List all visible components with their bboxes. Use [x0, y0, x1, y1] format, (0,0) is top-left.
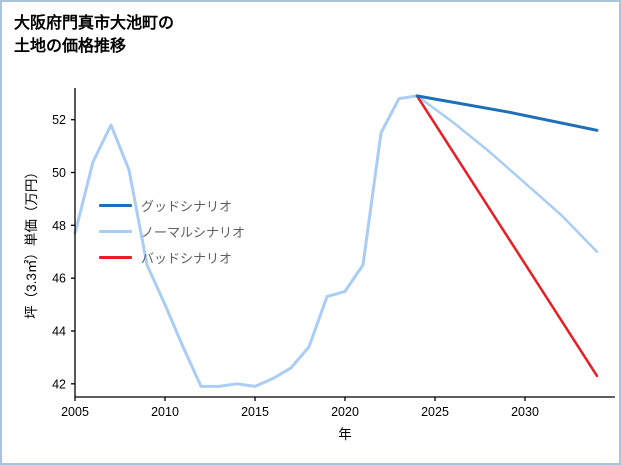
x-tick-label: 2015	[241, 405, 269, 419]
y-axis-label: 坪（3.3㎡）単価（万円）	[24, 165, 39, 319]
legend-swatch-bad	[99, 256, 132, 259]
x-tick-label: 2010	[151, 405, 179, 419]
legend-label-good: グッドシナリオ	[141, 199, 233, 214]
series-line-bad	[415, 94, 599, 378]
legend-label-bad: バッドシナリオ	[141, 251, 233, 266]
x-tick-label: 2030	[511, 405, 539, 419]
x-tick-label: 2020	[331, 405, 359, 419]
legend-label-normal: ノーマルシナリオ	[141, 225, 246, 240]
y-tick-label: 50	[52, 166, 66, 180]
y-tick-label: 44	[52, 324, 66, 338]
y-tick-label: 42	[52, 377, 66, 391]
series-line-good	[415, 94, 599, 132]
chart-title-line1: 大阪府門真市大池町の	[14, 15, 175, 32]
legend-item-bad: バッドシナリオ	[99, 249, 245, 266]
legend-item-normal: ノーマルシナリオ	[99, 223, 245, 240]
series-line-history	[73, 94, 419, 388]
y-tick-label: 52	[52, 113, 66, 127]
y-tick-label: 46	[52, 272, 66, 286]
series-line-normal	[415, 94, 599, 253]
x-axis-label: 年	[338, 427, 352, 442]
x-tick-label: 2005	[61, 405, 89, 419]
x-tick-label: 2025	[421, 405, 449, 419]
y-tick-label: 48	[52, 219, 66, 233]
chart-title: 大阪府門真市大池町の 土地の価格推移	[14, 12, 174, 58]
legend-swatch-normal	[99, 230, 132, 233]
chart-legend: グッドシナリオ ノーマルシナリオ バッドシナリオ	[99, 197, 245, 266]
legend-item-good: グッドシナリオ	[99, 197, 245, 214]
chart-title-line2: 土地の価格推移	[14, 38, 127, 55]
legend-swatch-good	[99, 204, 132, 207]
